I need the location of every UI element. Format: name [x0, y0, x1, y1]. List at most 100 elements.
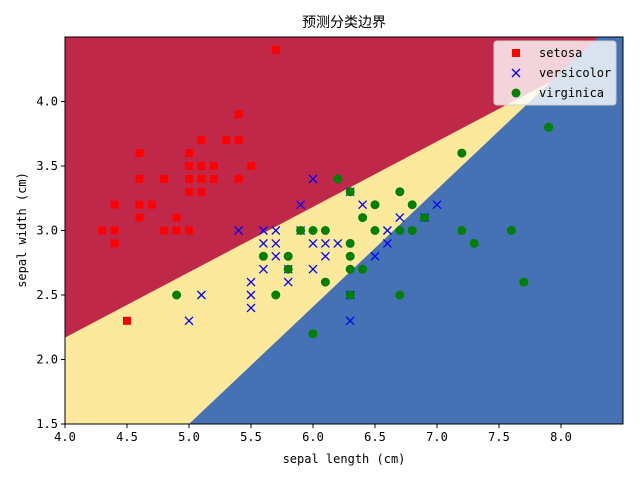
point-versicolor-stroke-b [246, 303, 256, 313]
point-virginica [457, 148, 467, 158]
point-versicolor-stroke-b [320, 251, 330, 261]
point-setosa [172, 226, 181, 235]
point-versicolor [196, 290, 206, 300]
point-versicolor [283, 277, 293, 287]
point-setosa [110, 226, 119, 235]
legend-marker-setosa [512, 49, 520, 57]
point-virginica [395, 226, 405, 235]
legend-label-virginica: virginica [539, 86, 604, 100]
point-virginica [420, 213, 430, 223]
point-versicolor [246, 277, 256, 287]
point-versicolor [345, 316, 355, 326]
point-versicolor-stroke-b [308, 174, 318, 184]
point-setosa [209, 174, 218, 183]
point-versicolor-stroke-b [271, 238, 281, 248]
point-versicolor-stroke-b [283, 277, 293, 287]
point-versicolor-stroke-b [258, 264, 268, 274]
point-virginica [258, 251, 268, 261]
x-tick-label: 6.5 [364, 430, 386, 444]
x-tick-label: 4.0 [54, 430, 76, 444]
legend-box [493, 40, 617, 106]
point-virginica [358, 213, 368, 223]
point-virginica [407, 226, 417, 235]
point-setosa [160, 174, 169, 183]
point-setosa [123, 316, 131, 325]
point-setosa [172, 213, 181, 222]
point-versicolor [382, 226, 392, 235]
region-virginica [189, 37, 623, 424]
point-virginica [320, 277, 330, 287]
point-virginica [172, 290, 182, 300]
point-virginica [283, 264, 293, 274]
point-setosa [110, 200, 119, 209]
y-axis-label: sepal width (cm) [15, 172, 29, 288]
point-versicolor-stroke-b [234, 226, 244, 235]
y-tick-label: 3.0 [36, 224, 58, 238]
point-versicolor [432, 200, 442, 210]
point-virginica [345, 290, 355, 300]
point-versicolor [320, 251, 330, 261]
x-tick-label: 5.5 [240, 430, 262, 444]
point-versicolor [234, 226, 244, 235]
point-versicolor-stroke-b [333, 238, 343, 248]
point-virginica [308, 226, 318, 235]
point-versicolor [271, 251, 281, 261]
point-setosa [197, 136, 206, 145]
point-setosa [234, 136, 243, 145]
point-virginica [519, 277, 529, 287]
point-virginica [370, 226, 380, 235]
point-virginica [345, 264, 355, 274]
point-virginica [544, 122, 554, 132]
point-virginica [345, 238, 355, 248]
point-versicolor [246, 290, 256, 300]
point-virginica [308, 329, 318, 339]
point-virginica [395, 187, 405, 197]
point-virginica [320, 226, 330, 235]
legend-marker-versicolor [511, 68, 521, 78]
y-tick-label: 3.5 [36, 159, 58, 173]
point-versicolor-stroke-b [308, 264, 318, 274]
point-versicolor [358, 200, 368, 210]
point-versicolor-stroke-b [246, 290, 256, 300]
point-versicolor-stroke-b [184, 316, 194, 326]
legend: setosa versicolor virginica [493, 40, 617, 106]
point-virginica [358, 264, 368, 274]
point-versicolor [370, 251, 380, 261]
x-tick-label: 7.5 [488, 430, 510, 444]
point-setosa [160, 226, 169, 235]
point-setosa [209, 162, 218, 170]
point-versicolor [308, 238, 318, 248]
point-setosa [147, 200, 156, 209]
x-tick-label: 8.0 [550, 430, 572, 444]
x-tick-label: 5.0 [178, 430, 200, 444]
point-versicolor [333, 238, 343, 248]
point-versicolor-stroke-b [308, 238, 318, 248]
point-setosa [185, 226, 193, 235]
point-versicolor-stroke-b [382, 238, 392, 248]
point-setosa [222, 136, 231, 145]
point-setosa [185, 162, 193, 170]
point-setosa [135, 149, 144, 158]
point-versicolor-stroke-b [196, 290, 206, 300]
point-virginica [370, 200, 380, 210]
point-setosa [234, 110, 243, 119]
point-versicolor-stroke-b [271, 226, 281, 235]
point-setosa [135, 200, 144, 209]
point-setosa [197, 187, 206, 196]
y-tick-label: 1.5 [36, 417, 58, 431]
point-versicolor [320, 238, 330, 248]
y-tick-label: 2.0 [36, 353, 58, 367]
point-virginica [296, 226, 306, 235]
point-versicolor [382, 238, 392, 248]
legend-marker-virginica [511, 88, 521, 98]
point-virginica [395, 290, 405, 300]
point-versicolor-stroke-b [320, 238, 330, 248]
y-tick-label: 4.0 [36, 95, 58, 109]
x-tick-label: 7.0 [426, 430, 448, 444]
point-virginica [333, 174, 343, 184]
point-versicolor [308, 264, 318, 274]
point-versicolor [258, 264, 268, 274]
chart-title: 预测分类边界 [302, 15, 386, 31]
point-setosa [110, 239, 119, 248]
